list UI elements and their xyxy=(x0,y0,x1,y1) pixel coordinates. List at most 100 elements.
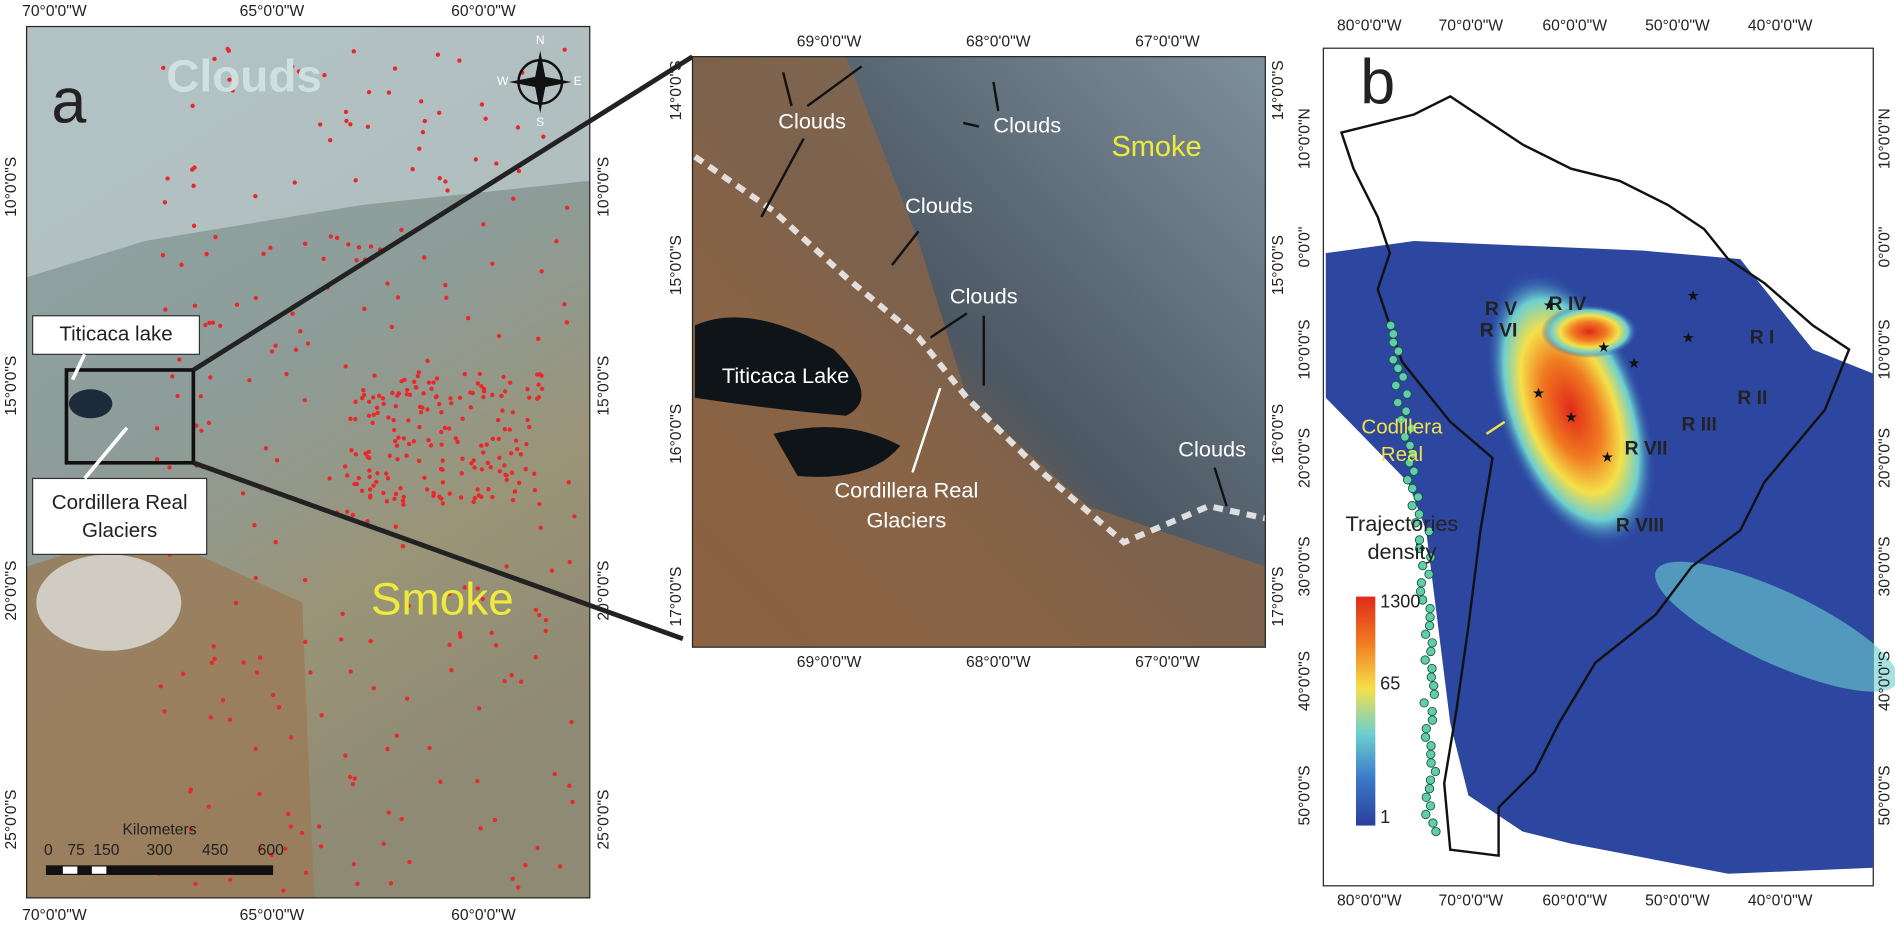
glacier-site xyxy=(1431,826,1441,837)
fire-point xyxy=(371,412,376,417)
panel-label: b xyxy=(1360,47,1395,117)
glacier-site xyxy=(1414,509,1425,519)
fire-point xyxy=(355,881,360,886)
fire-point xyxy=(507,427,512,432)
axis-label: 25°0'0"S xyxy=(3,790,20,850)
fire-point xyxy=(483,116,488,121)
fire-point xyxy=(334,235,340,241)
scale-tick: 450 xyxy=(202,842,228,859)
pointer xyxy=(83,426,129,480)
fire-point xyxy=(338,637,344,642)
fire-point xyxy=(513,438,519,443)
fire-point xyxy=(490,436,496,441)
fire-point xyxy=(209,660,214,665)
fire-point xyxy=(448,396,453,401)
fire-point xyxy=(296,69,302,74)
fire-point xyxy=(366,89,372,95)
fire-point xyxy=(425,407,430,412)
fire-point xyxy=(356,475,362,481)
fire-point xyxy=(541,134,546,139)
fire-point xyxy=(427,745,432,751)
fire-point xyxy=(386,415,391,420)
fire-point xyxy=(189,827,194,832)
fire-point xyxy=(475,381,481,386)
fire-point xyxy=(212,56,217,62)
fire-point xyxy=(253,575,258,581)
fire-point xyxy=(536,336,541,341)
fire-point xyxy=(510,876,515,881)
fire-point xyxy=(543,628,548,634)
fire-point xyxy=(501,374,506,380)
fire-point xyxy=(206,420,212,426)
fire-point xyxy=(366,399,372,404)
fire-point xyxy=(359,488,365,493)
fire-point xyxy=(536,382,541,387)
axis-label: 80°0'0"W xyxy=(1337,18,1402,35)
fire-point xyxy=(460,456,465,461)
region-star: ★ xyxy=(1687,288,1700,304)
pointer xyxy=(1485,420,1506,435)
glacier-site xyxy=(1426,672,1436,682)
fire-point xyxy=(230,88,235,93)
fire-point xyxy=(569,719,574,725)
fire-point xyxy=(233,600,239,606)
fire-point xyxy=(492,817,498,823)
fire-point xyxy=(497,455,502,460)
fire-point xyxy=(303,639,308,645)
fire-point xyxy=(393,524,399,529)
fire-point xyxy=(502,678,507,684)
scale-bar xyxy=(91,866,107,874)
fire-point xyxy=(490,261,495,266)
glacier-site xyxy=(1421,723,1431,734)
fire-point xyxy=(465,315,471,321)
region-label: R VI xyxy=(1480,321,1518,342)
fire-point xyxy=(349,448,354,453)
fire-point xyxy=(180,671,186,676)
fire-point xyxy=(418,410,424,415)
fire-point xyxy=(319,713,324,718)
fire-point xyxy=(437,494,442,499)
fire-point xyxy=(416,458,422,464)
fire-point xyxy=(199,428,204,433)
fire-point xyxy=(415,373,420,379)
region-star: ★ xyxy=(1532,386,1545,402)
fire-point xyxy=(384,471,389,476)
fire-point xyxy=(213,234,218,240)
fire-point xyxy=(234,302,240,307)
glacier-site xyxy=(1427,715,1438,725)
fire-point xyxy=(404,453,409,458)
fire-point xyxy=(293,347,299,352)
fire-point xyxy=(321,256,326,262)
fire-point xyxy=(254,670,260,675)
density-core xyxy=(1540,304,1638,358)
fire-point xyxy=(406,441,412,447)
glacier-site xyxy=(1425,775,1436,785)
fire-point xyxy=(257,791,262,797)
fire-point xyxy=(443,282,448,288)
lake xyxy=(68,389,113,419)
fire-point xyxy=(431,380,436,385)
fire-point xyxy=(517,480,522,485)
fire-point xyxy=(468,405,474,410)
fire-point xyxy=(368,244,374,249)
fire-point xyxy=(194,423,199,428)
fire-point xyxy=(539,373,544,378)
fire-point xyxy=(508,451,514,456)
fire-point xyxy=(365,454,370,460)
fire-point xyxy=(348,122,353,127)
glacier-site xyxy=(1405,440,1415,451)
fire-point xyxy=(525,386,530,392)
region-star: ★ xyxy=(1682,330,1695,346)
glacier-site xyxy=(1416,578,1427,588)
axis-label: 65°0'0"W xyxy=(240,3,305,20)
fire-point xyxy=(502,426,508,432)
glacier-site xyxy=(1386,320,1396,331)
fire-point xyxy=(343,364,348,369)
scale-tick: 0 xyxy=(44,842,53,859)
fire-point xyxy=(361,392,367,398)
axis-label: 40°0'0"S xyxy=(1876,651,1893,711)
fire-point xyxy=(496,333,502,339)
fire-point xyxy=(484,442,489,447)
region-label: R I xyxy=(1750,328,1775,349)
fire-point xyxy=(449,667,454,673)
